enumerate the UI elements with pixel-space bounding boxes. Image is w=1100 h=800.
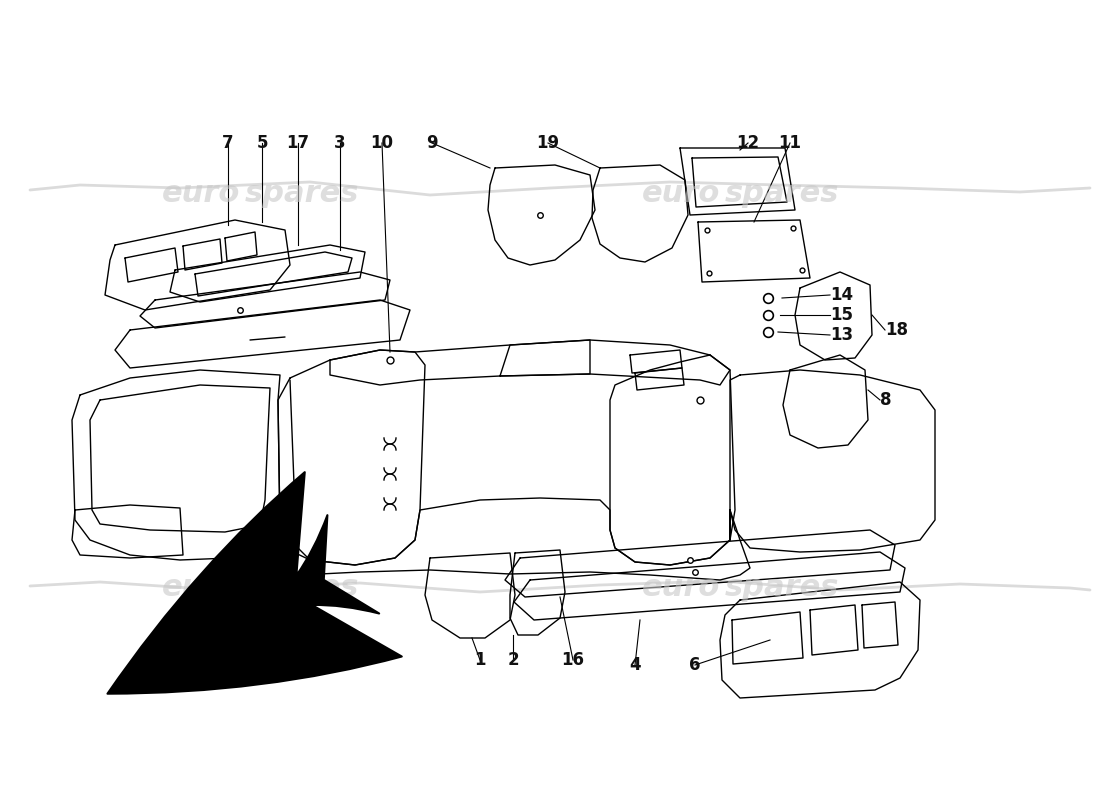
Text: 13: 13 xyxy=(830,326,854,344)
Text: 11: 11 xyxy=(779,134,802,152)
Text: 10: 10 xyxy=(371,134,394,152)
Text: 2: 2 xyxy=(507,651,519,669)
Text: 18: 18 xyxy=(886,321,907,339)
Text: euro: euro xyxy=(641,574,720,602)
Text: 4: 4 xyxy=(629,656,641,674)
Text: spares: spares xyxy=(725,574,839,602)
Text: euro: euro xyxy=(162,574,240,602)
Text: euro: euro xyxy=(641,178,720,207)
Text: spares: spares xyxy=(245,574,360,602)
Text: 17: 17 xyxy=(286,134,309,152)
Text: euro: euro xyxy=(162,178,240,207)
Text: 9: 9 xyxy=(426,134,438,152)
Text: 14: 14 xyxy=(830,286,854,304)
Text: 6: 6 xyxy=(690,656,701,674)
Text: 8: 8 xyxy=(880,391,891,409)
Text: 16: 16 xyxy=(561,651,584,669)
Text: 19: 19 xyxy=(537,134,560,152)
Text: 3: 3 xyxy=(334,134,345,152)
Text: spares: spares xyxy=(725,178,839,207)
Text: 7: 7 xyxy=(222,134,234,152)
Text: 1: 1 xyxy=(474,651,486,669)
Text: 12: 12 xyxy=(736,134,760,152)
Text: spares: spares xyxy=(245,178,360,207)
Text: 5: 5 xyxy=(256,134,267,152)
Text: 15: 15 xyxy=(830,306,852,324)
